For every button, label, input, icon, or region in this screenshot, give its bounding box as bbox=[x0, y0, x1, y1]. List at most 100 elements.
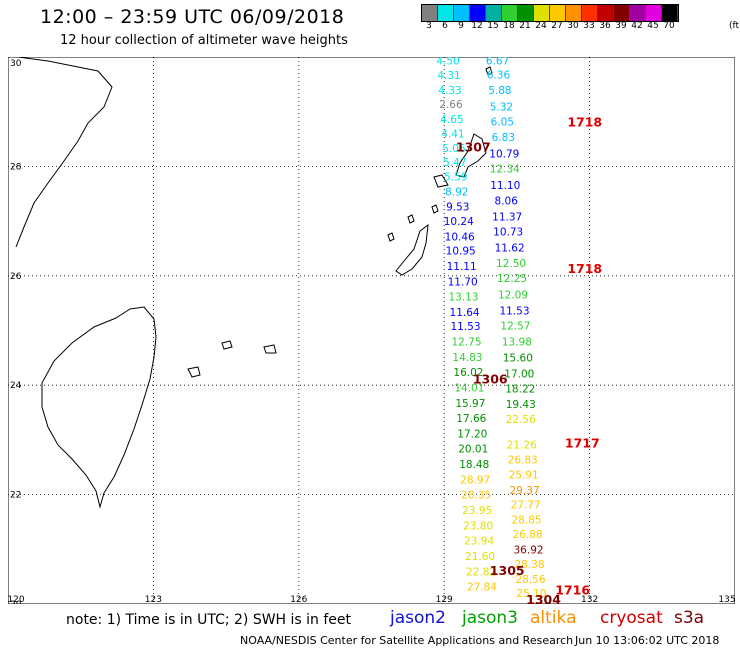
scale-label: 33 bbox=[583, 21, 595, 31]
scale-swatch bbox=[550, 5, 566, 21]
map-frame bbox=[8, 57, 735, 604]
wave-height-value: 10.46 bbox=[445, 232, 475, 244]
wave-height-value: 15.60 bbox=[503, 352, 533, 364]
wave-height-value: 13.98 bbox=[502, 337, 532, 349]
pass-number-label: 1305 bbox=[490, 563, 525, 578]
wave-height-value: 18.48 bbox=[459, 459, 489, 471]
wave-height-value: 5.47 bbox=[443, 157, 466, 169]
scale-swatch bbox=[582, 5, 598, 21]
wave-height-value: 12.34 bbox=[490, 164, 520, 176]
wave-height-value: 5.06 bbox=[442, 143, 466, 155]
pass-number-label: 1307 bbox=[456, 139, 491, 154]
scale-label: 21 bbox=[519, 21, 531, 31]
wave-height-value: 12.25 bbox=[497, 273, 527, 285]
scale-label: 45 bbox=[647, 21, 659, 31]
lat-tick-label: 20 bbox=[10, 600, 22, 604]
scale-swatch bbox=[438, 5, 454, 21]
wave-height-value: 26.83 bbox=[508, 455, 538, 467]
lon-tick-label: 123 bbox=[145, 595, 162, 604]
wave-height-value: 5.88 bbox=[488, 85, 511, 97]
scale-label: 42 bbox=[631, 21, 643, 31]
lat-tick-label: 22 bbox=[10, 491, 21, 501]
wave-height-value: 28.38 bbox=[514, 559, 544, 571]
wave-height-value: 11.70 bbox=[448, 276, 478, 288]
wave-height-value: 28.35 bbox=[461, 490, 491, 502]
wave-height-value: 27.77 bbox=[511, 500, 541, 512]
scale-label: 18 bbox=[503, 21, 515, 31]
wave-height-value: 21.60 bbox=[465, 551, 495, 563]
wave-height-value: 5.32 bbox=[490, 101, 513, 113]
sakishima-coastline bbox=[187, 340, 277, 378]
lon-tick-label: 126 bbox=[290, 595, 307, 604]
wave-height-value: 21.26 bbox=[507, 439, 537, 451]
legend-jason3: jason3 bbox=[462, 608, 518, 628]
taiwan-coastline bbox=[41, 306, 157, 509]
wave-height-value: 16.02 bbox=[453, 367, 483, 379]
scale-label: 36 bbox=[599, 21, 611, 31]
wave-height-value: 26.88 bbox=[513, 529, 543, 541]
scale-swatch bbox=[454, 5, 470, 21]
wave-height-value: 4.31 bbox=[437, 70, 460, 82]
pass-number-label: 1718 bbox=[567, 261, 602, 276]
wave-height-value: 4.50 bbox=[436, 57, 459, 67]
lat-tick-label: 26 bbox=[10, 272, 22, 282]
wave-height-value: 17.20 bbox=[457, 428, 487, 440]
wave-height-value: 11.11 bbox=[447, 261, 477, 273]
scale-swatch bbox=[566, 5, 582, 21]
pass-number-label: 1716 bbox=[555, 582, 590, 597]
wave-height-value: 11.64 bbox=[450, 307, 480, 319]
scale-label: 70 bbox=[663, 21, 675, 31]
color-scale-unit: (ft) bbox=[729, 21, 740, 31]
ryukyu-islet-coastline bbox=[387, 66, 493, 242]
lon-tick-label: 132 bbox=[581, 595, 598, 604]
footer-credit: NOAA/NESDIS Center for Satellite Applica… bbox=[240, 634, 574, 647]
wave-height-value: 13.13 bbox=[449, 292, 479, 304]
wave-height-value: 11.62 bbox=[495, 242, 525, 254]
scale-swatch bbox=[422, 5, 438, 21]
color-scale-bar bbox=[421, 4, 679, 22]
wave-height-value: 23.95 bbox=[462, 505, 492, 517]
wave-height-value: 19.43 bbox=[506, 399, 536, 411]
lon-tick-label: 129 bbox=[436, 595, 453, 604]
wave-height-value: 20.01 bbox=[458, 444, 488, 456]
scale-label: 39 bbox=[615, 21, 627, 31]
altimeter-tracks: 6.67 6.36 5.88 5.32 6.05 6.83 10.79 12.34 11.10 8… bbox=[436, 57, 602, 604]
pass-number-label: 1304 bbox=[526, 592, 561, 604]
wave-height-value: 25.91 bbox=[509, 469, 539, 481]
wave-height-value: 12.75 bbox=[451, 337, 481, 349]
footer-note: note: 1) Time is in UTC; 2) SWH is in fe… bbox=[66, 612, 352, 628]
okinawa-coastline bbox=[395, 223, 429, 276]
footer-timestamp: Jun 10 13:06:02 UTC 2018 bbox=[575, 634, 720, 647]
wave-height-value: 10.79 bbox=[489, 148, 519, 160]
scale-swatch bbox=[662, 5, 678, 21]
pass-number-label: 1718 bbox=[567, 115, 602, 130]
amami-coastline bbox=[455, 133, 487, 178]
lat-tick-label: 30 bbox=[10, 59, 22, 69]
scale-label: 15 bbox=[487, 21, 499, 31]
lat-tick-label: 24 bbox=[10, 381, 22, 391]
scale-label: 3 bbox=[426, 21, 432, 31]
wave-height-value: 36.92 bbox=[514, 544, 544, 556]
wave-height-value: 10.73 bbox=[493, 227, 523, 239]
wave-height-value: 23.94 bbox=[464, 536, 494, 548]
scale-swatch bbox=[630, 5, 646, 21]
wave-height-value: 28.97 bbox=[460, 474, 490, 486]
wave-height-value: 29.37 bbox=[510, 485, 540, 497]
scale-label: 24 bbox=[535, 21, 547, 31]
wave-height-value: 6.36 bbox=[487, 70, 511, 82]
scale-label: 9 bbox=[458, 21, 464, 31]
wave-height-map: 6.67 6.36 5.88 5.32 6.05 6.83 10.79 12.34 11.10 8… bbox=[8, 57, 735, 604]
scale-swatch bbox=[534, 5, 550, 21]
scale-label: 12 bbox=[471, 21, 483, 31]
map-subtitle: 12 hour collection of altimeter wave hei… bbox=[60, 33, 348, 48]
wave-height-value: 22.82 bbox=[466, 566, 496, 578]
wave-height-value: 10.95 bbox=[446, 246, 476, 258]
wave-height-value: 22.56 bbox=[506, 414, 536, 426]
wave-height-value: 23.80 bbox=[463, 520, 493, 532]
scale-label: 30 bbox=[567, 21, 579, 31]
wave-height-value: 11.10 bbox=[490, 180, 520, 192]
wave-height-value: 8.06 bbox=[495, 195, 519, 207]
scale-swatch bbox=[470, 5, 486, 21]
scale-swatch bbox=[502, 5, 518, 21]
scale-label: 6 bbox=[442, 21, 448, 31]
